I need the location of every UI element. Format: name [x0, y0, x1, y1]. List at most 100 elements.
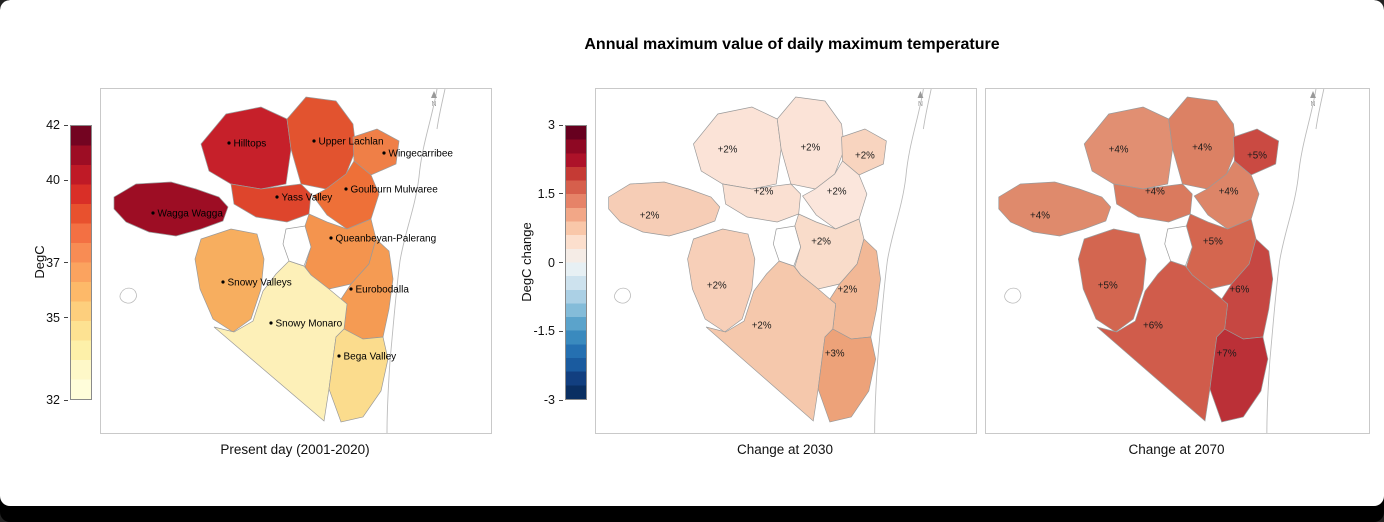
map-panel-present-day: Wagga Wagga Hilltops Upper Lachlan Wingecar… [100, 88, 492, 434]
region-change-label: +2% [855, 150, 875, 161]
north-arrow-icon: N [1310, 91, 1316, 108]
region-change-label: +2% [754, 186, 774, 197]
colorbar-tick-label: 32 [46, 393, 60, 407]
region-name-label: Bega Valley [344, 351, 397, 362]
caption-change-2070: Change at 2070 [1128, 442, 1225, 457]
region-change-label: +5% [1247, 150, 1267, 161]
region-name-label: Snowy Valleys [228, 277, 292, 288]
region-change-label: +6% [1229, 284, 1249, 295]
region-wagga-wagga [113, 181, 229, 237]
region-change-label: +2% [838, 284, 858, 295]
region-hilltops [200, 106, 292, 190]
region-upper-lachlan [286, 96, 357, 190]
region-change-label: +4% [1109, 144, 1129, 155]
colorbar-tick-mark [559, 330, 563, 332]
coastline [874, 89, 924, 433]
region-marker-wingecarribee [382, 151, 386, 155]
region-change-label: +2% [827, 186, 847, 197]
coastline [922, 89, 932, 130]
region-change-label: +6% [1143, 320, 1163, 331]
region-goulburn-mulwaree [802, 160, 868, 230]
region-change-label: +4% [1145, 186, 1165, 197]
region-snowy-valleys [194, 228, 265, 333]
region-bega-valley [817, 328, 876, 423]
region-snowy-valleys [687, 228, 756, 333]
region-wagga-wagga [608, 181, 721, 237]
coastline [1315, 89, 1325, 130]
region-name-label: Upper Lachlan [319, 136, 384, 147]
colorbar-tick-label: 37 [46, 255, 60, 270]
region-change-label: +5% [1203, 236, 1223, 247]
region-marker-bega-valley [337, 354, 341, 358]
region-marker-yass-valley [275, 195, 279, 199]
region-change-label: +7% [1217, 348, 1237, 359]
svg-text:N: N [1311, 101, 1316, 108]
colorbar-tick-mark [64, 124, 68, 126]
region-change-label: +4% [1192, 142, 1212, 153]
region-change-label: +4% [1219, 186, 1239, 197]
region-wagga-wagga [998, 181, 1112, 237]
act-enclave [282, 225, 312, 267]
region-snowy-monaro [705, 260, 837, 422]
region-marker-queanbeyan-palerang [329, 236, 333, 240]
region-marker-goulburn-mulwaree [344, 187, 348, 191]
colorbar-degc-change-ticks: 3 1.5 0 -1.5 -3 [521, 118, 563, 407]
region-snowy-monaro [213, 260, 348, 422]
colorbar-tick-mark [64, 262, 68, 263]
region-change-label: +5% [1098, 280, 1118, 291]
region-marker-snowy-valleys [221, 280, 225, 284]
region-bega-valley [328, 328, 389, 423]
region-snowy-monaro [1096, 260, 1228, 422]
caption-change-2030: Change at 2030 [736, 442, 834, 457]
region-snowy-valleys [1077, 228, 1147, 333]
colorbar-tick-label: 40 [46, 173, 60, 187]
region-change-label: +2% [707, 280, 727, 291]
region-name-label: Goulburn Mulwaree [351, 184, 439, 195]
map-panel-change-2030: +2% +2% +2% +2% +2% +2% +2% +2% +2% +2% +3% N [595, 88, 977, 434]
coastline [436, 89, 446, 130]
region-change-label: +4% [1030, 210, 1050, 221]
lake-outline [119, 287, 137, 304]
map-panel-change-2070: +4% +4% +4% +5% +4% +4% +5% +5% +6% +6% +7% N [985, 88, 1370, 434]
region-change-label: +2% [811, 236, 831, 247]
colorbar-tick-label: -3 [543, 393, 555, 407]
act-enclave [772, 225, 801, 267]
region-goulburn-mulwaree [312, 160, 380, 230]
colorbar-degc-change [565, 125, 587, 400]
svg-text:N: N [431, 101, 436, 108]
region-hilltops [1083, 106, 1173, 190]
region-name-label: Wingecarribee [389, 148, 454, 159]
caption-present-day: Present day (2001-2020) [220, 442, 370, 457]
region-hilltops [693, 106, 782, 190]
region-name-label: Eurobodalla [356, 284, 410, 295]
colorbar-degc [70, 125, 92, 400]
act-enclave [1164, 225, 1193, 267]
colorbar-tick-label: 42 [46, 118, 60, 132]
region-change-label: +2% [640, 210, 660, 221]
region-marker-wagga-wagga [151, 211, 155, 215]
colorbar-tick-mark [559, 262, 563, 263]
region-marker-eurobodalla [349, 287, 353, 291]
lake-outline [614, 287, 631, 304]
region-upper-lachlan [776, 96, 845, 190]
region-marker-hilltops [227, 141, 231, 145]
coastline [1266, 89, 1317, 433]
colorbar-tick-mark [64, 399, 68, 401]
region-marker-snowy-monaro [269, 321, 273, 325]
colorbar-tick-label: 35 [46, 310, 60, 325]
colorbar-tick-label: 1.5 [537, 186, 555, 201]
north-arrow-icon: N [917, 91, 924, 108]
figure-title: Annual maximum value of daily maximum te… [584, 36, 1000, 53]
lake-outline [1004, 287, 1022, 304]
region-name-label: Wagga Wagga [158, 208, 224, 219]
region-marker-upper-lachlan [312, 139, 316, 143]
colorbar-tick-label: -1.5 [533, 324, 555, 339]
colorbar-tick-mark [64, 317, 68, 318]
region-name-label: Queanbeyan-Palerang [336, 233, 437, 244]
svg-text:N: N [918, 101, 923, 108]
coastline [386, 89, 438, 433]
region-name-label: Hilltops [234, 138, 267, 149]
north-arrow-icon: N [431, 91, 437, 108]
region-name-label: Yass Valley [282, 192, 333, 203]
